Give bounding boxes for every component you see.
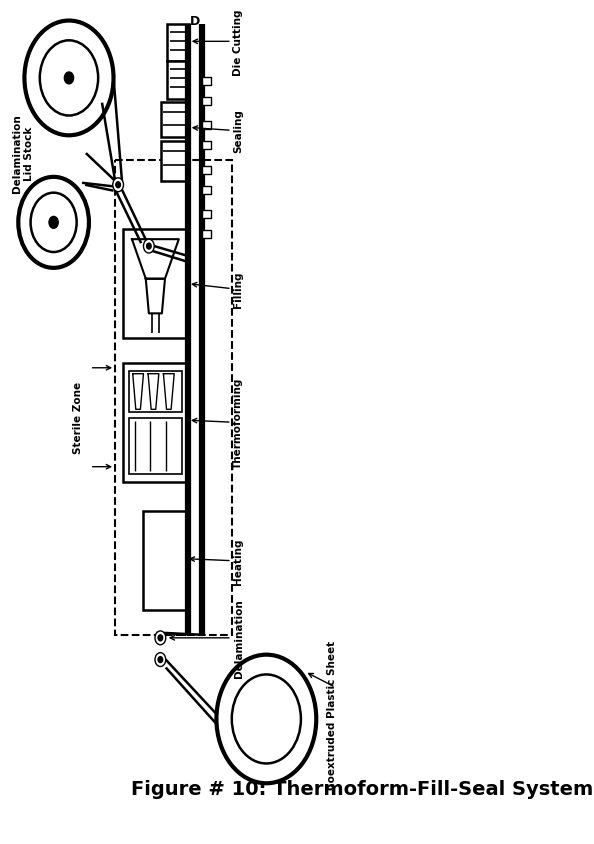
Text: Figure # 10: Thermoform-Fill-Seal System: Figure # 10: Thermoform-Fill-Seal System	[131, 779, 593, 798]
Bar	[202, 142, 211, 150]
Bar	[161, 142, 189, 181]
Bar	[129, 419, 182, 474]
Polygon shape	[163, 374, 174, 410]
Circle shape	[144, 240, 154, 254]
Circle shape	[113, 179, 124, 192]
Circle shape	[116, 182, 121, 188]
Bar	[168, 62, 189, 100]
Circle shape	[64, 73, 74, 84]
Bar	[123, 230, 188, 338]
Circle shape	[216, 655, 316, 783]
Bar	[202, 167, 211, 175]
Circle shape	[40, 41, 98, 116]
Text: Sterile Zone: Sterile Zone	[73, 381, 83, 454]
Text: Filling: Filling	[233, 271, 243, 307]
Polygon shape	[132, 240, 179, 279]
Circle shape	[155, 631, 166, 645]
Circle shape	[155, 653, 166, 667]
Bar	[202, 78, 211, 86]
Bar	[168, 25, 189, 62]
Bar	[202, 231, 211, 239]
Text: Delamination: Delamination	[235, 598, 245, 678]
Circle shape	[158, 636, 163, 641]
Bar	[202, 211, 211, 219]
Circle shape	[49, 217, 58, 229]
Circle shape	[158, 657, 163, 663]
Text: Coextruded Plastic Sheet: Coextruded Plastic Sheet	[327, 640, 337, 788]
Text: Thermoforming: Thermoforming	[233, 377, 243, 468]
Circle shape	[24, 21, 113, 136]
Circle shape	[30, 193, 77, 252]
Text: Die Cutting: Die Cutting	[233, 9, 243, 75]
Text: Delamination
Lid Stock: Delamination Lid Stock	[12, 115, 34, 193]
Polygon shape	[132, 374, 144, 410]
Bar	[202, 122, 211, 130]
Circle shape	[147, 244, 151, 250]
Text: Sealing: Sealing	[233, 109, 243, 153]
Text: D: D	[190, 15, 200, 28]
Bar	[161, 102, 189, 138]
Text: Heating: Heating	[233, 538, 243, 584]
Bar	[202, 98, 211, 106]
Bar	[129, 371, 182, 413]
Bar	[202, 187, 211, 194]
Polygon shape	[148, 374, 159, 410]
Bar	[115, 161, 232, 636]
Polygon shape	[146, 279, 165, 314]
Bar	[144, 511, 186, 610]
Circle shape	[232, 674, 301, 764]
Bar	[123, 364, 188, 482]
Circle shape	[18, 177, 89, 268]
